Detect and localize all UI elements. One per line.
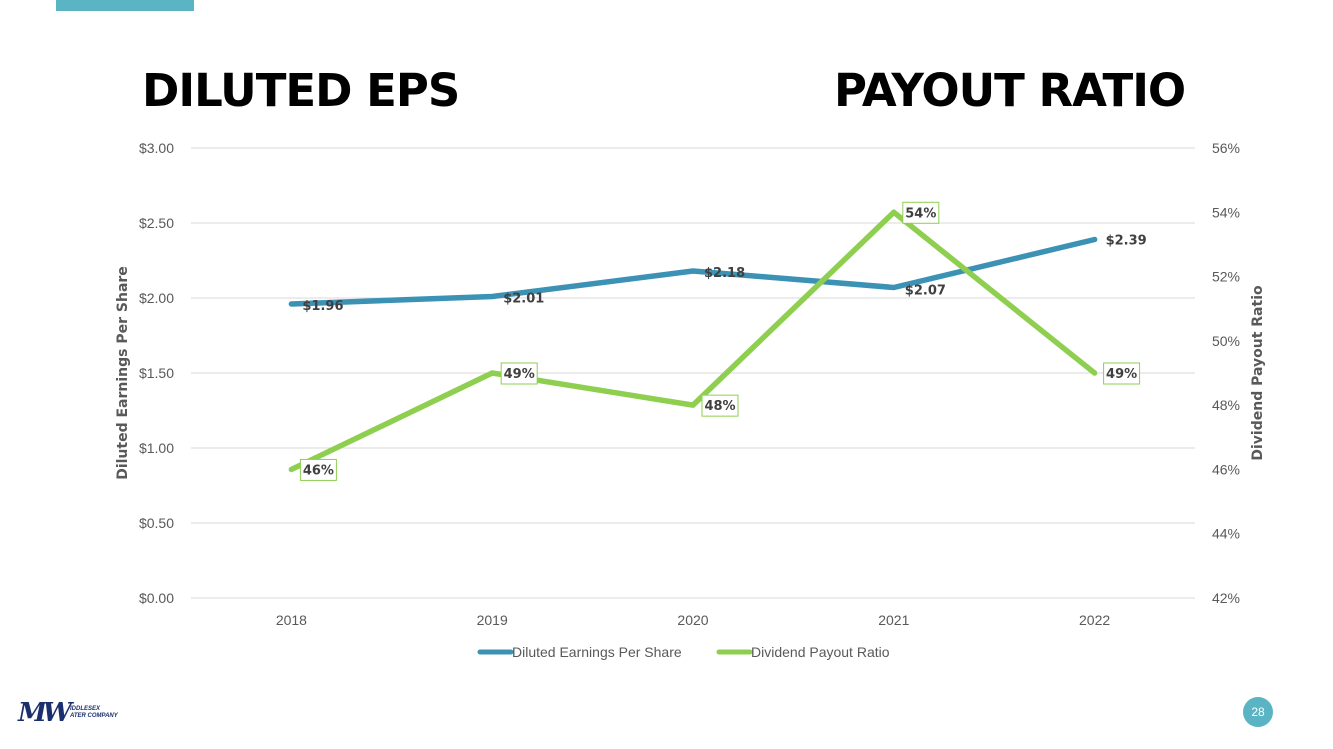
left-tick-label: $2.00	[139, 290, 174, 306]
x-axis-ticks: 2018 2019 2020 2021 2022	[276, 612, 1111, 628]
logo-text: IDDLESEX ATER COMPANY	[70, 706, 118, 720]
eps-payout-chart: $0.00$0.50$1.00$1.50$2.00$2.50$3.00 42%4…	[115, 140, 1266, 660]
data-point	[891, 285, 897, 290]
left-tick-label: $3.00	[139, 140, 174, 156]
data-label-box	[299, 458, 337, 481]
data-label-eps: $2.07	[905, 284, 946, 299]
legend-label-payout: Dividend Payout Ratio	[751, 644, 890, 660]
left-axis-title: Diluted Earnings Per Share	[115, 266, 131, 480]
left-tick-label: $2.50	[139, 215, 174, 231]
data-point	[288, 466, 294, 472]
data-labels: $1.96 $2.01 $2.18 $2.07 $2.39 46% 49% 48% 54% 49%	[299, 201, 1147, 481]
data-point	[891, 209, 897, 215]
left-tick-label: $0.50	[139, 515, 174, 531]
right-axis-title: Dividend Payout Ratio	[1250, 285, 1266, 461]
data-label-eps: $2.39	[1106, 234, 1147, 249]
right-tick-label: 54%	[1212, 204, 1240, 220]
logo-text-line1: IDDLESEX	[69, 706, 100, 712]
right-tick-label: 56%	[1212, 140, 1240, 156]
x-tick-label: 2020	[677, 612, 708, 628]
data-point	[1092, 237, 1098, 242]
company-logo: MW IDDLESEX ATER COMPANY	[18, 700, 118, 726]
x-tick-label: 2018	[276, 612, 307, 628]
logo-text-line2: ATER COMPANY	[69, 713, 118, 719]
data-label-eps: $1.96	[302, 299, 343, 314]
data-label-payout: 49%	[504, 367, 535, 382]
x-tick-label: 2022	[1079, 612, 1110, 628]
top-accent-bar	[56, 0, 194, 11]
data-label-payout: 48%	[704, 399, 735, 414]
right-tick-label: 48%	[1212, 397, 1240, 413]
data-point	[690, 402, 696, 408]
data-point	[690, 268, 696, 274]
series-line-payout	[288, 209, 1098, 473]
data-label-payout: 54%	[905, 206, 936, 221]
right-tick-label: 50%	[1212, 333, 1240, 349]
page-number-badge: 28	[1243, 697, 1273, 727]
left-axis-ticks: $0.00 $0.50 $1.00 $1.50 $2.00 $2.50 $3.00	[139, 140, 174, 606]
right-tick-label: 46%	[1212, 461, 1240, 477]
data-point	[489, 294, 495, 299]
data-point	[1092, 370, 1098, 376]
title-payout-ratio: PAYOUT RATIO	[834, 64, 1186, 117]
x-tick-label: 2019	[477, 612, 508, 628]
data-label-eps: $2.18	[704, 266, 745, 281]
title-diluted-eps: DILUTED EPS	[142, 64, 460, 117]
data-point	[489, 370, 495, 376]
data-label-box	[701, 394, 739, 417]
data-label-box	[1103, 362, 1141, 385]
left-tick-label: $0.00	[139, 590, 174, 606]
left-tick-label: $1.50	[139, 365, 174, 381]
legend-label-eps: Diluted Earnings Per Share	[512, 644, 682, 660]
right-tick-label: 44%	[1212, 526, 1240, 542]
data-label-payout: 49%	[1106, 367, 1137, 382]
series-lines	[288, 209, 1098, 473]
legend: Diluted Earnings Per Share Dividend Payou…	[477, 644, 890, 660]
data-label-eps: $2.01	[503, 292, 544, 307]
x-tick-label: 2021	[878, 612, 909, 628]
data-label-payout: 46%	[303, 463, 334, 478]
data-point	[288, 301, 294, 307]
data-label-box	[500, 362, 538, 385]
right-tick-label: 52%	[1212, 269, 1240, 285]
data-label-box	[902, 201, 940, 224]
left-tick-label: $1.00	[139, 440, 174, 456]
logo-mark: MW	[18, 698, 72, 728]
right-tick-label: 42%	[1212, 590, 1240, 606]
right-axis-ticks: 42% 44% 46% 48% 50% 52% 54% 56%	[1212, 140, 1240, 606]
gridlines	[191, 147, 1195, 599]
